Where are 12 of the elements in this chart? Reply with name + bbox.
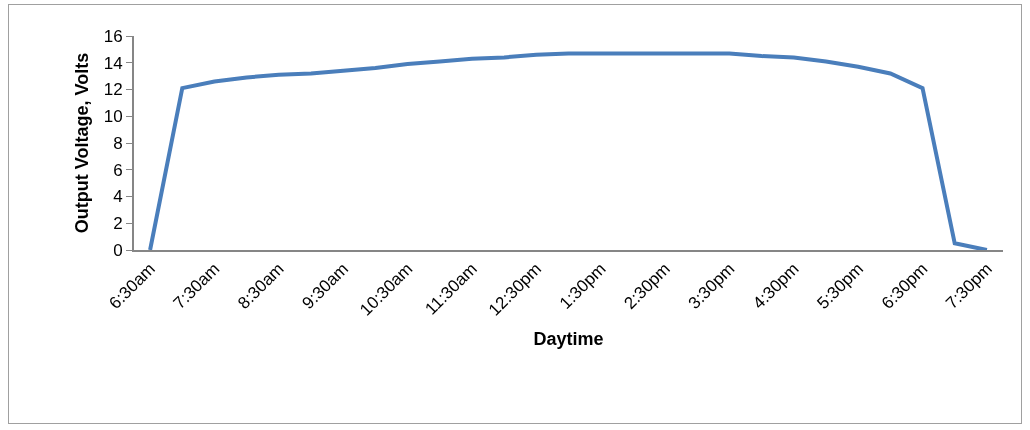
- y-tick-label: 2: [113, 214, 123, 234]
- y-tick-label: 16: [103, 26, 123, 46]
- y-tick-label: 14: [103, 53, 123, 73]
- x-axis-title: Daytime: [533, 329, 604, 350]
- y-tick-label: 4: [113, 187, 123, 207]
- y-axis-title: Output Voltage, Volts: [72, 52, 93, 234]
- y-tick-label: 10: [103, 107, 123, 127]
- line-series: [148, 51, 989, 250]
- y-tick-label: 6: [113, 160, 123, 180]
- y-tick-label: 0: [113, 240, 123, 260]
- y-tick-label: 12: [103, 80, 123, 100]
- y-tick-label: 8: [113, 133, 123, 153]
